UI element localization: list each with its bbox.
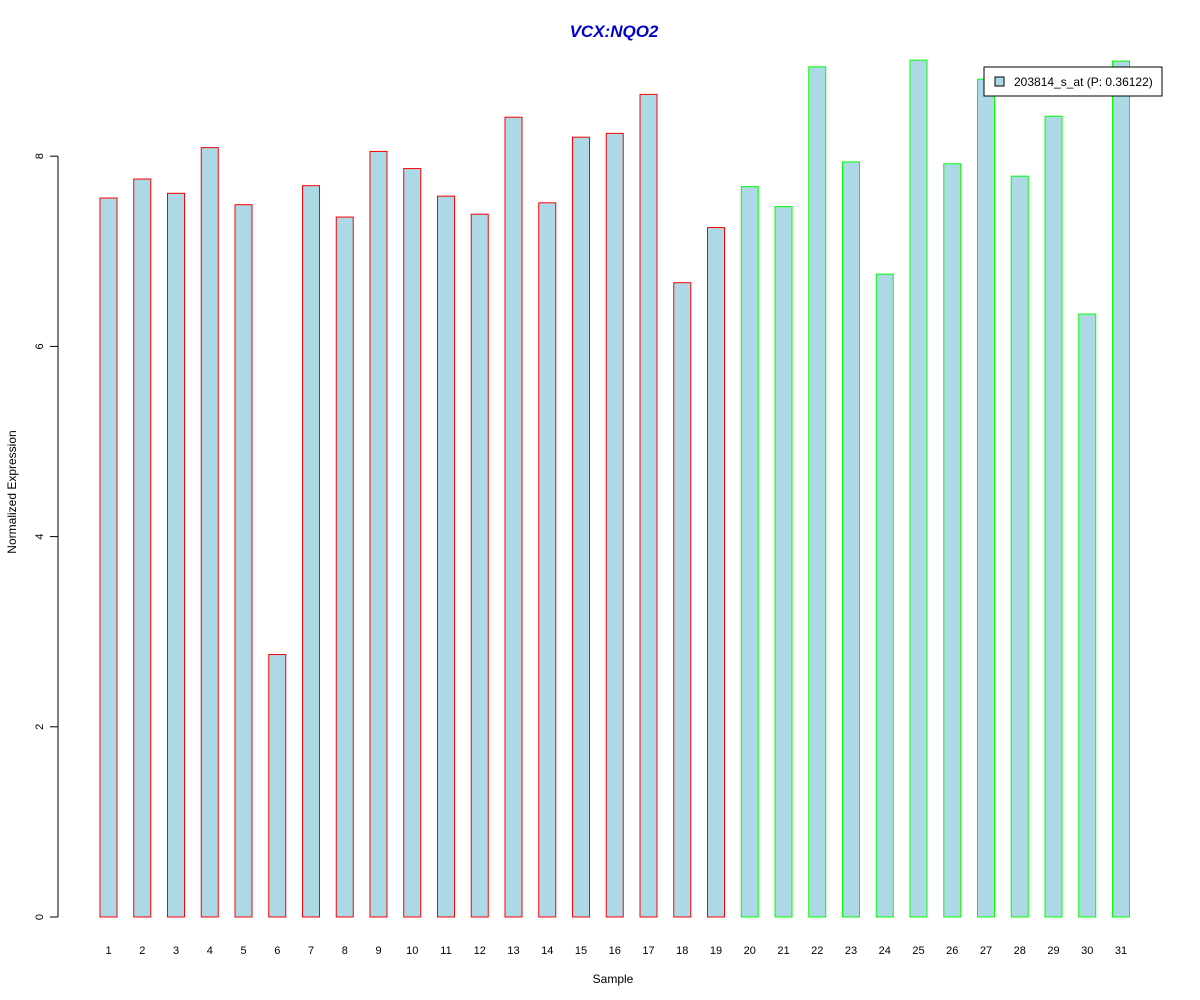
y-axis: 0 2 4 6 8 [34, 153, 59, 920]
y-axis-label: Normalized Expression [5, 430, 19, 553]
chart-title: VCX:NQO2 [570, 22, 659, 41]
x-tick-label: 2 [139, 945, 145, 957]
x-tick-label: 31 [1115, 945, 1127, 957]
x-tick-label: 7 [308, 945, 314, 957]
x-tick-label: 28 [1014, 945, 1026, 957]
x-tick-label: 10 [406, 945, 418, 957]
y-tick-label: 4 [34, 534, 46, 540]
x-tick-label: 13 [507, 945, 519, 957]
bar-sample-16 [605, 132, 624, 918]
bar-sample-7 [302, 185, 320, 918]
legend-swatch [994, 76, 1005, 87]
bar-sample-28 [1010, 175, 1029, 918]
x-tick-label: 5 [240, 945, 246, 957]
x-tick-label: 21 [777, 945, 789, 957]
x-tick-label: 3 [173, 945, 179, 957]
x-tick-label: 15 [575, 945, 587, 957]
legend: 203814_s_at (P: 0.36122) [983, 66, 1163, 97]
bar-sample-1 [99, 197, 118, 918]
x-tick-label: 20 [744, 945, 756, 957]
bar-sample-30 [1078, 313, 1097, 918]
x-tick-label: 26 [946, 945, 958, 957]
bar-sample-10 [403, 168, 422, 918]
bar-sample-20 [740, 186, 759, 918]
bar-sample-27 [977, 78, 995, 918]
x-tick-label: 11 [440, 945, 451, 957]
bar-sample-4 [200, 147, 219, 918]
bar-sample-23 [842, 161, 860, 918]
x-tick-label: 30 [1081, 945, 1093, 957]
x-tick-label: 6 [274, 945, 280, 957]
x-tick-label: 4 [207, 945, 213, 957]
bar-sample-26 [943, 163, 962, 918]
bar-sample-9 [369, 150, 388, 918]
x-tick-labels: 1 2 3 4 5 6 7 8 9 10 11 12 13 14 15 16 17 18 19 20 21 22 23 24 2… [105, 945, 1127, 957]
bar-sample-18 [673, 282, 692, 918]
bar-sample-14 [538, 202, 557, 918]
x-axis-label: Sample [593, 972, 634, 986]
bars [99, 59, 1130, 918]
y-tick-label: 2 [34, 724, 46, 730]
bar-sample-6 [268, 654, 287, 918]
x-tick-label: 19 [710, 945, 722, 957]
bar-sample-5 [234, 204, 253, 918]
bar-sample-17 [639, 93, 658, 918]
bar-sample-3 [167, 192, 185, 918]
x-tick-label: 23 [845, 945, 857, 957]
x-tick-label: 16 [609, 945, 621, 957]
bar-sample-21 [774, 206, 793, 918]
bar-sample-31 [1112, 60, 1130, 918]
bar-sample-24 [875, 273, 894, 918]
y-tick-label: 6 [34, 343, 46, 349]
y-tick-label: 8 [34, 153, 46, 159]
bar-sample-15 [572, 136, 590, 918]
bar-sample-2 [133, 178, 152, 918]
bar-sample-19 [707, 227, 725, 918]
x-tick-label: 8 [342, 945, 348, 957]
legend-box [983, 66, 1163, 97]
bar-sample-11 [437, 195, 455, 918]
x-tick-label: 1 [105, 945, 111, 957]
x-tick-label: 22 [811, 945, 823, 957]
x-tick-label: 25 [912, 945, 924, 957]
x-tick-label: 29 [1047, 945, 1059, 957]
x-tick-label: 27 [980, 945, 992, 957]
legend-entry-label: 203814_s_at (P: 0.36122) [1014, 75, 1153, 89]
bar-sample-25 [909, 59, 928, 918]
x-tick-label: 12 [474, 945, 486, 957]
bar-sample-13 [504, 116, 523, 918]
x-tick-label: 18 [676, 945, 688, 957]
x-tick-label: 14 [541, 945, 553, 957]
x-tick-label: 24 [879, 945, 891, 957]
y-tick-label: 0 [34, 914, 46, 920]
x-tick-label: 9 [375, 945, 381, 957]
bar-sample-8 [335, 216, 354, 918]
bar-sample-12 [470, 213, 489, 918]
x-tick-label: 17 [642, 945, 654, 957]
bar-sample-29 [1044, 115, 1063, 918]
bar-sample-22 [808, 66, 827, 918]
